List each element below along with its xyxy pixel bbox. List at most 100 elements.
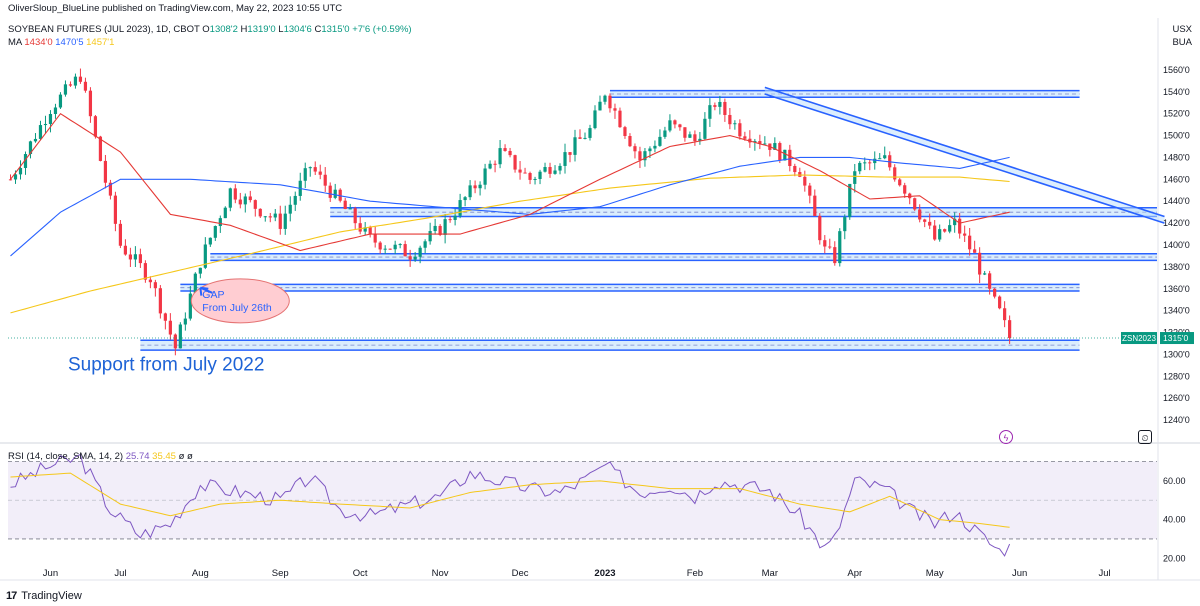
- candle-body: [608, 95, 612, 109]
- rsi-value: 25.74: [125, 451, 150, 462]
- candle-body: [848, 183, 852, 218]
- candle-body: [203, 244, 207, 268]
- ma-slow-value: 1457'1: [86, 37, 115, 48]
- candle-body: [378, 242, 382, 250]
- candle-body: [188, 293, 192, 319]
- candle-body: [218, 218, 222, 227]
- candle-body: [358, 223, 362, 232]
- price-tick: 1480'0: [1163, 152, 1190, 162]
- candle-body: [103, 160, 108, 183]
- gap-bubble: [190, 278, 290, 324]
- candle-body: [718, 101, 722, 107]
- ma-mid-value: 1470'5: [55, 37, 84, 48]
- candle-body: [488, 163, 492, 169]
- candle-body: [263, 216, 267, 218]
- candle-body: [798, 172, 802, 177]
- rsi-sma-line: [10, 472, 1010, 528]
- rsi-tick: 60.00: [1163, 476, 1186, 486]
- candle-body: [658, 136, 662, 146]
- candle-body: [783, 149, 787, 161]
- candle-body: [353, 208, 357, 224]
- candle-body: [48, 114, 53, 124]
- candle-body: [408, 256, 412, 260]
- candle-body: [113, 195, 118, 224]
- symbol-info: SOYBEAN FUTURES (JUL 2023), 1D, CBOT O13…: [8, 24, 412, 35]
- candle-body: [873, 158, 877, 164]
- candle-body: [288, 204, 292, 214]
- candle-body: [88, 90, 93, 117]
- candle-body: [918, 209, 922, 220]
- candle-body: [463, 197, 467, 201]
- candle-body: [948, 225, 952, 232]
- candle-body: [133, 254, 137, 260]
- candle-body: [208, 237, 212, 245]
- price-tick: 1340'0: [1163, 306, 1190, 316]
- candle-body: [148, 279, 152, 283]
- price-tick: 1400'0: [1163, 240, 1190, 250]
- candle-body: [268, 216, 272, 218]
- alarm-icon[interactable]: ⏲: [1138, 430, 1152, 444]
- change-value: +7'6 (+0.59%): [352, 24, 412, 35]
- candle-body: [293, 195, 297, 205]
- candle-body: [168, 320, 172, 335]
- lightning-icon[interactable]: ϟ: [999, 430, 1013, 444]
- candle-body: [558, 165, 562, 171]
- candle-body: [433, 225, 437, 232]
- candle-body: [493, 163, 497, 165]
- candle-body: [43, 123, 48, 126]
- candle-body: [283, 213, 287, 229]
- candle-body: [863, 162, 867, 164]
- candle-body: [588, 128, 592, 138]
- price-tag-symbol: ZSN2023: [1122, 334, 1156, 343]
- ma-legend[interactable]: MA 1434'0 1470'5 1457'1: [8, 37, 114, 48]
- zone-fill-2: [210, 253, 1157, 261]
- candle-body: [323, 174, 327, 186]
- currency-label: USX: [1172, 24, 1192, 35]
- price-tag-value-bg: [1160, 332, 1194, 345]
- candle-body: [438, 225, 442, 235]
- candle-body: [388, 248, 392, 250]
- open-value: 1308'2: [209, 24, 238, 35]
- candle-body: [708, 105, 712, 119]
- candle-body: [818, 215, 822, 241]
- candle-body: [498, 148, 502, 165]
- price-tick: 1460'0: [1163, 174, 1190, 184]
- candle-body: [228, 188, 232, 208]
- candle-body: [93, 116, 98, 137]
- price-tag-value: 1315'0: [1163, 333, 1189, 343]
- low-label: L: [278, 24, 284, 35]
- candle-body: [623, 127, 627, 137]
- symbol-title[interactable]: SOYBEAN FUTURES (JUL 2023), 1D, CBOT: [8, 24, 200, 35]
- candle-body: [578, 137, 582, 139]
- candle-body: [853, 171, 857, 184]
- candle-body: [123, 245, 127, 255]
- candle-body: [538, 171, 542, 179]
- candle-body: [618, 110, 622, 128]
- candle-body: [233, 188, 237, 200]
- tradingview-brand[interactable]: TradingView: [21, 590, 82, 602]
- candle-body: [478, 184, 482, 189]
- candle-body: [128, 254, 132, 260]
- ma-slow-line: [10, 174, 1010, 314]
- candle-body: [523, 172, 527, 174]
- time-tick: Aug: [192, 568, 209, 579]
- candle-body: [823, 240, 827, 247]
- rsi-na-2: ø: [187, 451, 193, 462]
- candle-body: [373, 234, 377, 243]
- candle-body: [1008, 320, 1012, 339]
- ma-fast-line: [10, 112, 1010, 252]
- candle-body: [383, 248, 387, 250]
- candle-body: [118, 223, 123, 246]
- candle-body: [903, 185, 907, 194]
- candle-body: [733, 123, 737, 125]
- unit-label: BUA: [1172, 37, 1192, 48]
- candle-body: [343, 200, 347, 210]
- candle-body: [23, 154, 28, 169]
- candle-body: [893, 167, 897, 180]
- rsi-legend[interactable]: RSI (14, close, SMA, 14, 2) 25.74 35.45 …: [8, 451, 193, 462]
- candle-body: [58, 94, 63, 108]
- candle-body: [153, 282, 157, 289]
- candle-body: [423, 241, 427, 248]
- candle-body: [18, 168, 23, 175]
